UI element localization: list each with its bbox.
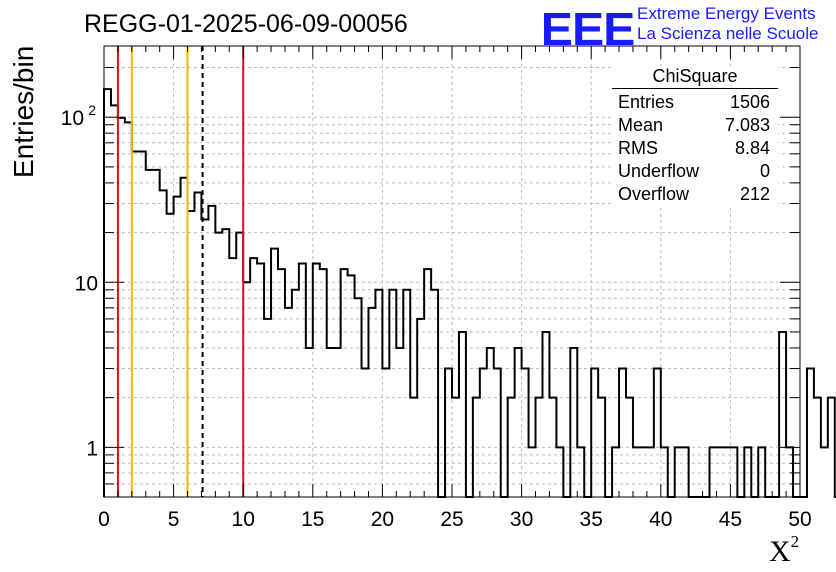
stats-value: 0 [759,161,770,181]
x-tick-label: 5 [168,508,180,531]
stats-label: Underflow [618,161,700,181]
stats-label: Overflow [618,184,690,204]
stats-label: RMS [618,138,658,158]
stats-row-mean: Mean 7.083 [612,114,778,137]
stats-value: 212 [739,184,770,204]
stats-row-underflow: Underflow 0 [612,160,778,183]
stats-row-overflow: Overflow 212 [612,183,778,206]
x-tick-label: 10 [232,508,255,531]
stats-title: ChiSquare [612,66,778,89]
stats-value: 1506 [729,92,770,112]
stats-value: 8.84 [734,138,770,158]
stats-row-entries: Entries 1506 [612,91,778,114]
eee-logo-mark: EEE [540,3,636,55]
y-tick-label: 10 [61,107,84,130]
stats-value: 7.083 [724,115,770,135]
x-tick-label: 25 [440,508,463,531]
x-tick-label: 35 [580,508,603,531]
x-tick-label: 30 [510,508,533,531]
logo-line-1: Extreme Energy Events [637,4,816,23]
stats-label: Entries [618,92,675,112]
x-axis-label-base: X [769,535,791,568]
stats-box: ChiSquare Entries 1506 Mean 7.083 RMS 8.… [612,66,778,206]
logo-line-2: La Scienza nelle Scuole [637,24,819,43]
x-axis-label: X2 [769,532,799,569]
x-axis-label-superscript: 2 [790,532,800,551]
chart-title: REGG-01-2025-06-09-00056 [84,10,408,38]
x-tick-label: 15 [301,508,324,531]
stats-row-rms: RMS 8.84 [612,137,778,160]
y-tick-label-exponent: 2 [88,102,96,118]
x-tick-label: 50 [788,508,811,531]
y-tick-label: 1 [86,437,98,460]
stats-label: Mean [618,115,664,135]
x-tick-label: 45 [719,508,742,531]
x-tick-label: 20 [371,508,394,531]
y-axis-label: Entries/bin [8,45,39,178]
x-tick-label: 0 [98,508,110,531]
y-tick-label: 10 [75,272,98,295]
x-tick-label: 40 [649,508,672,531]
